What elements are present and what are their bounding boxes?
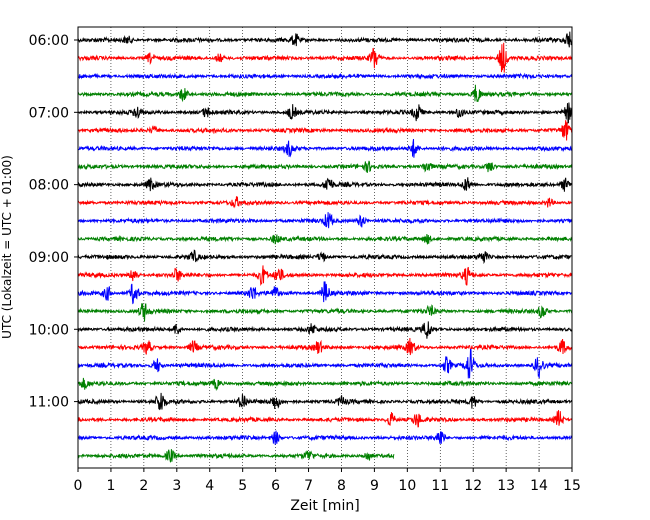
x-tick-label: 9 xyxy=(370,478,379,494)
trace-line xyxy=(77,72,573,80)
trace-line xyxy=(77,138,573,158)
y-tick-label: 11:00 xyxy=(29,395,69,411)
x-tick-label: 4 xyxy=(205,478,214,494)
trace-line xyxy=(77,84,573,103)
trace-line xyxy=(77,212,573,229)
x-tick-label: 5 xyxy=(238,478,247,494)
trace-line xyxy=(77,233,573,245)
seismogram-traces xyxy=(77,31,573,463)
trace-line xyxy=(77,377,573,392)
trace-line xyxy=(77,31,573,48)
x-tick-label: 11 xyxy=(431,478,449,494)
trace-line xyxy=(77,281,573,305)
trace-line xyxy=(77,42,573,73)
y-tick-label: 08:00 xyxy=(29,178,69,194)
x-tick-label: 10 xyxy=(398,478,416,494)
x-tick-label: 15 xyxy=(563,478,581,494)
trace-line xyxy=(77,430,573,445)
y-tick-label: 09:00 xyxy=(29,250,69,266)
trace-line xyxy=(77,196,573,209)
trace-line xyxy=(77,120,573,141)
x-tick-label: 1 xyxy=(106,478,115,494)
y-tick-label: 06:00 xyxy=(29,33,69,49)
trace-line xyxy=(77,321,573,339)
x-tick-label: 13 xyxy=(497,478,515,494)
trace-line xyxy=(77,348,573,379)
y-axis-label: UTC (Lokalzeit = UTC + 01:00) xyxy=(0,155,14,339)
plot-frame xyxy=(77,26,573,469)
x-tick-label: 0 xyxy=(74,478,83,494)
trace-line xyxy=(77,303,573,322)
x-axis: 0 1 2 3 4 5 6 7 8 9 10 11 12 13 14 15 xyxy=(74,468,581,494)
x-tick-label: 6 xyxy=(271,478,280,494)
trace-line xyxy=(77,337,573,356)
trace-line xyxy=(77,265,573,286)
x-tick-label: 7 xyxy=(304,478,313,494)
trace-line xyxy=(77,249,573,265)
x-axis-label: Zeit [min] xyxy=(290,498,359,514)
x-tick-label: 12 xyxy=(464,478,482,494)
x-tick-label: 2 xyxy=(139,478,148,494)
trace-line xyxy=(77,449,395,463)
trace-line xyxy=(77,392,573,411)
y-axis: 06:00 07:00 08:00 09:00 10:00 11:00 xyxy=(29,33,78,411)
trace-line xyxy=(77,177,573,192)
y-tick-label: 07:00 xyxy=(29,105,69,121)
trace-line xyxy=(77,410,573,428)
x-tick-label: 3 xyxy=(172,478,181,494)
trace-line xyxy=(77,160,573,174)
x-tick-label: 14 xyxy=(530,478,548,494)
x-tick-label: 8 xyxy=(337,478,346,494)
trace-line xyxy=(77,102,573,124)
y-tick-label: 10:00 xyxy=(29,322,69,338)
